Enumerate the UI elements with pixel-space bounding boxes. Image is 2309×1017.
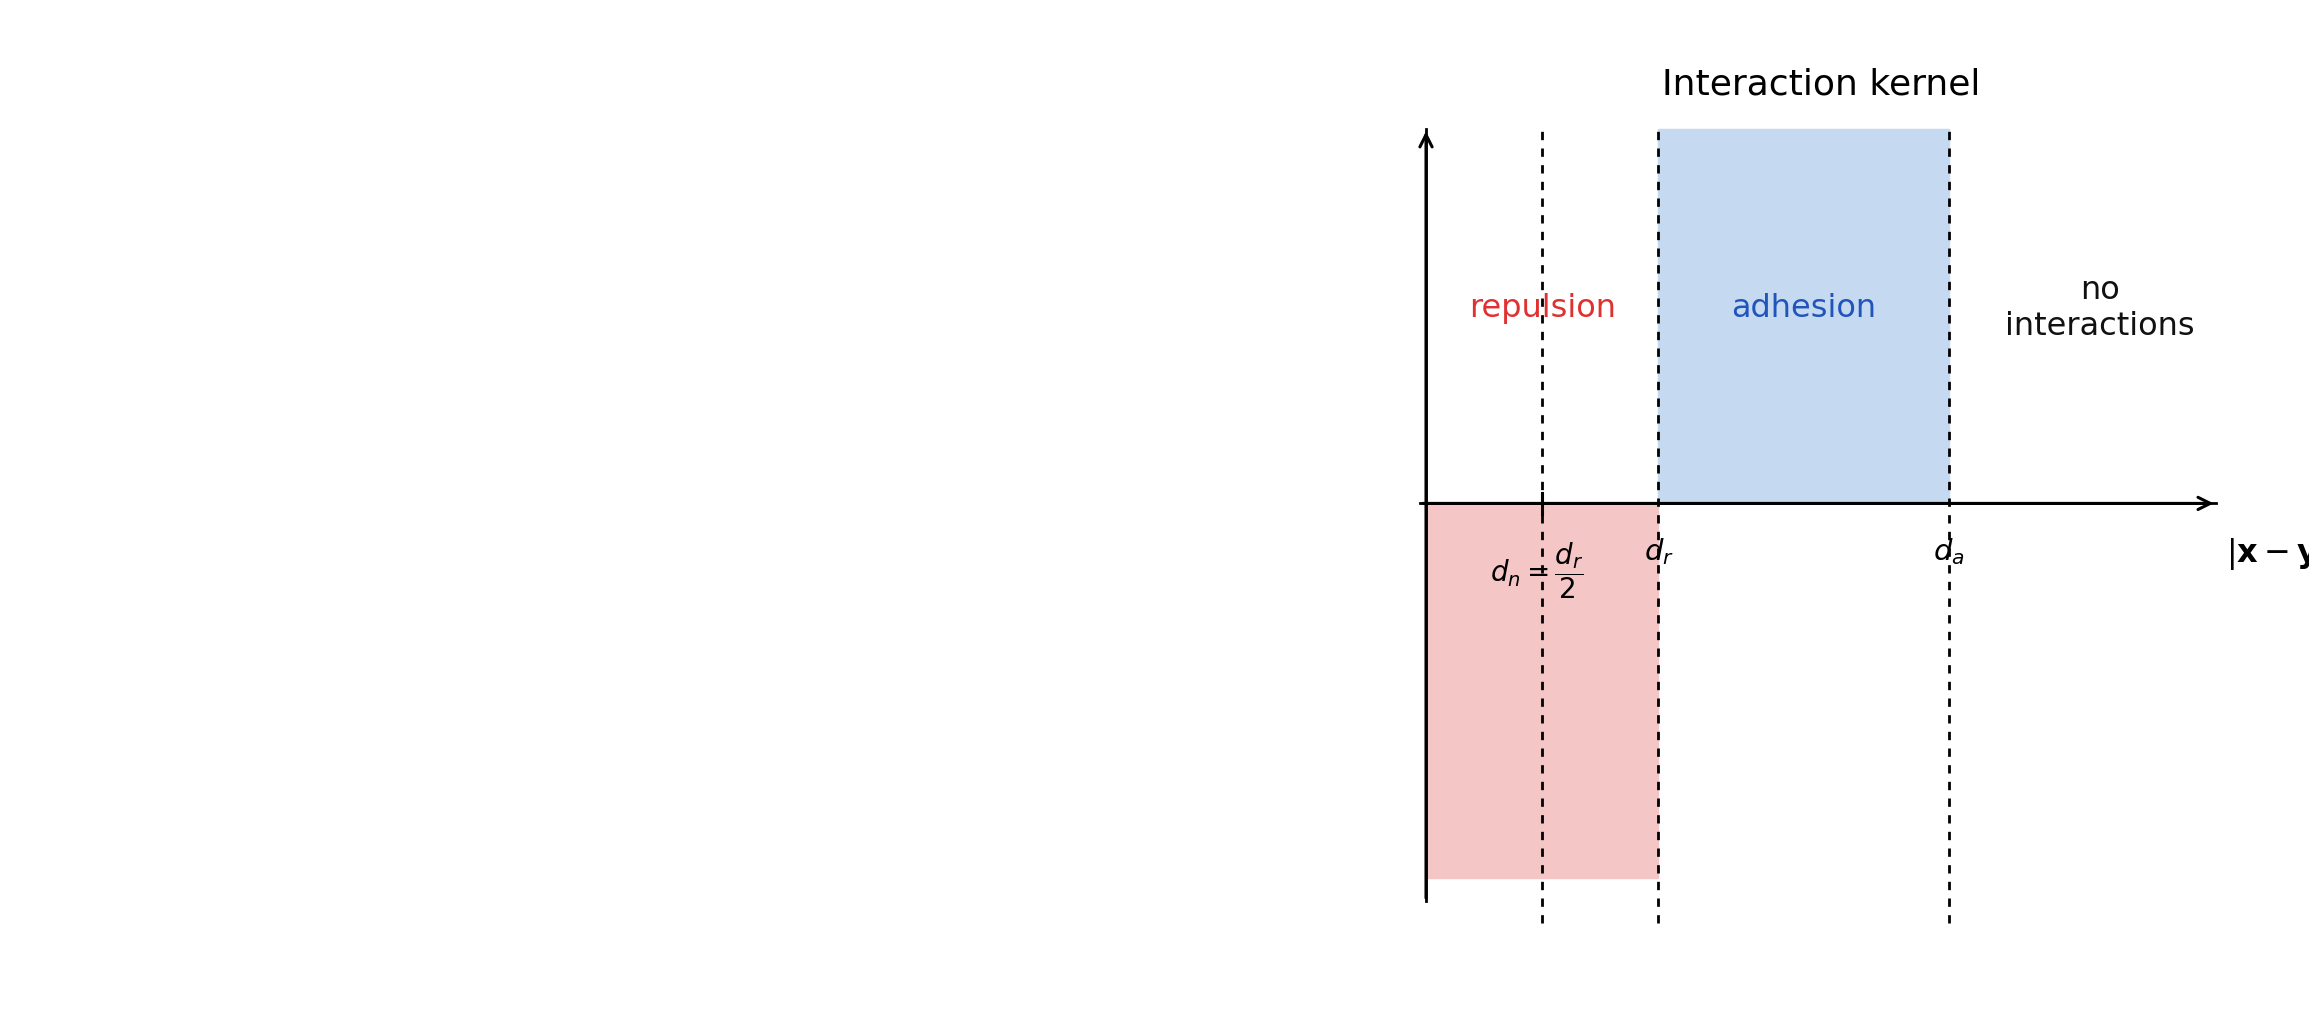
Text: $d_r$: $d_r$ — [1644, 536, 1674, 567]
Text: $|\mathbf{x} - \mathbf{y}|$: $|\mathbf{x} - \mathbf{y}|$ — [2226, 536, 2309, 573]
Text: $d_a$: $d_a$ — [1933, 536, 1965, 567]
Text: no
interactions: no interactions — [2004, 275, 2196, 342]
Text: $d_n{=}\dfrac{d_r}{2}$: $d_n{=}\dfrac{d_r}{2}$ — [1489, 541, 1584, 601]
Text: Interaction kernel: Interaction kernel — [1662, 67, 1981, 102]
Text: repulsion: repulsion — [1469, 293, 1616, 324]
Text: adhesion: adhesion — [1732, 293, 1877, 324]
